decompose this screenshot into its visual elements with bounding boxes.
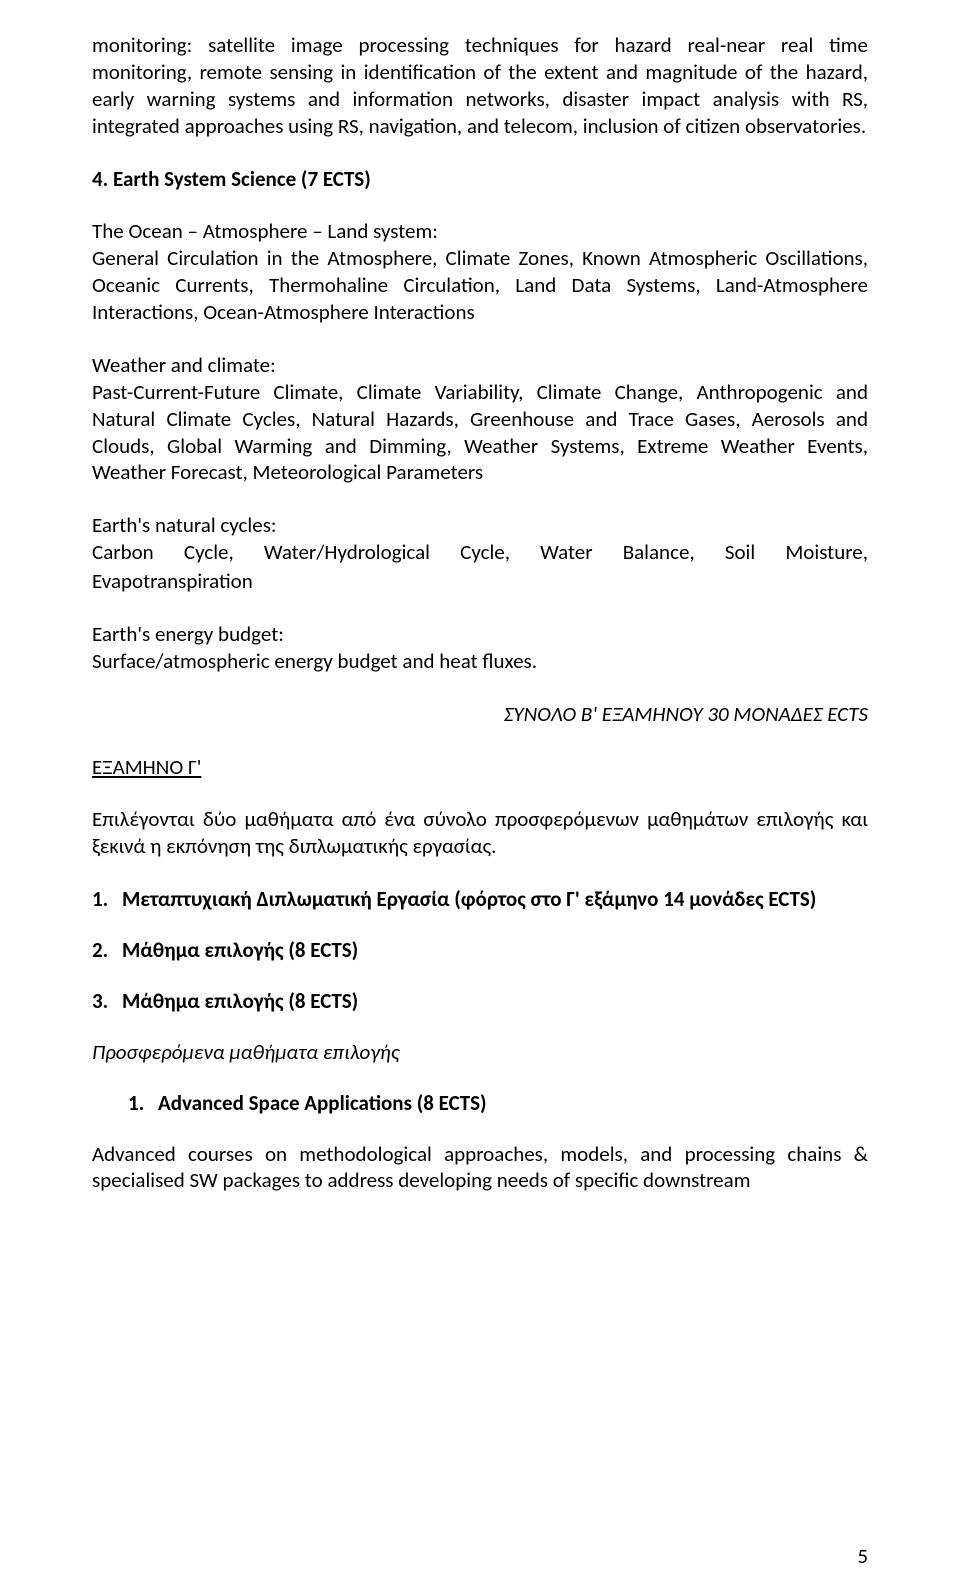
eb-body: Surface/atmospheric energy budget and he… xyxy=(92,648,868,675)
list-number: 3. xyxy=(92,988,122,1015)
list-item: 1.Μεταπτυχιακή Διπλωματική Εργασία (φόρτ… xyxy=(92,886,868,913)
nc-word: Cycle, xyxy=(184,539,234,566)
advanced-apps-body: Advanced courses on methodological appro… xyxy=(92,1141,868,1195)
semester-c-heading: ΕΞΑΜΗΝΟ Γ' xyxy=(92,754,868,781)
nc-line2: Evapotranspiration xyxy=(92,568,868,595)
nc-word: Balance, xyxy=(623,539,695,566)
semester-b-total: ΣΥΝΟΛΟ Β' ΕΞΑΜΗΝΟΥ 30 ΜΟΝΑΔΕΣ ECTS xyxy=(92,701,868,728)
natural-cycles-block: Earth's natural cycles: Carbon Cycle, Wate… xyxy=(92,512,868,595)
oal-body: General Circulation in the Atmosphere, C… xyxy=(92,245,868,326)
list-number: 2. xyxy=(92,937,122,964)
intro-paragraph: monitoring: satellite image processing t… xyxy=(92,32,868,140)
wc-heading: Weather and climate: xyxy=(92,352,868,379)
list-text: Μάθημα επιλογής (8 ECTS) xyxy=(122,937,868,964)
nc-word: Water xyxy=(540,539,592,566)
list-number: 1. xyxy=(92,886,122,913)
list-item: 1.Advanced Space Applications (8 ECTS) xyxy=(128,1090,868,1117)
semester-c-intro: Επιλέγονται δύο μαθήματα από ένα σύνολο … xyxy=(92,806,868,860)
list-text: Μεταπτυχιακή Διπλωματική Εργασία (φόρτος… xyxy=(122,886,868,913)
list-text: Advanced Space Applications (8 ECTS) xyxy=(158,1090,868,1117)
list-item: 3.Μάθημα επιλογής (8 ECTS) xyxy=(92,988,868,1015)
offered-courses-heading: Προσφερόμενα μαθήματα επιλογής xyxy=(92,1039,868,1066)
document-page: monitoring: satellite image processing t… xyxy=(0,0,960,1590)
eb-heading: Earth's energy budget: xyxy=(92,621,868,648)
nc-word: Moisture, xyxy=(785,539,868,566)
nc-word: Carbon xyxy=(92,539,154,566)
oal-heading: The Ocean – Atmosphere – Land system: xyxy=(92,218,868,245)
ocean-atmosphere-land-block: The Ocean – Atmosphere – Land system: Ge… xyxy=(92,218,868,326)
nc-line1: Carbon Cycle, Water/Hydrological Cycle, Wate… xyxy=(92,539,868,566)
list-number: 1. xyxy=(128,1090,158,1117)
page-number: 5 xyxy=(857,1543,868,1570)
energy-budget-block: Earth's energy budget: Surface/atmospher… xyxy=(92,621,868,675)
nc-heading: Earth's natural cycles: xyxy=(92,512,868,539)
offered-courses-list: 1.Advanced Space Applications (8 ECTS) xyxy=(92,1090,868,1117)
list-item: 2.Μάθημα επιλογής (8 ECTS) xyxy=(92,937,868,964)
nc-word: Water/Hydrological xyxy=(264,539,430,566)
nc-word: Soil xyxy=(725,539,755,566)
course-4-title: 4. Earth System Science (7 ECTS) xyxy=(92,166,868,193)
list-text: Μάθημα επιλογής (8 ECTS) xyxy=(122,988,868,1015)
wc-body: Past-Current-Future Climate, Climate Var… xyxy=(92,379,868,487)
weather-climate-block: Weather and climate: Past-Current-Future… xyxy=(92,352,868,486)
nc-word: Cycle, xyxy=(460,539,510,566)
main-course-list: 1.Μεταπτυχιακή Διπλωματική Εργασία (φόρτ… xyxy=(92,886,868,1015)
